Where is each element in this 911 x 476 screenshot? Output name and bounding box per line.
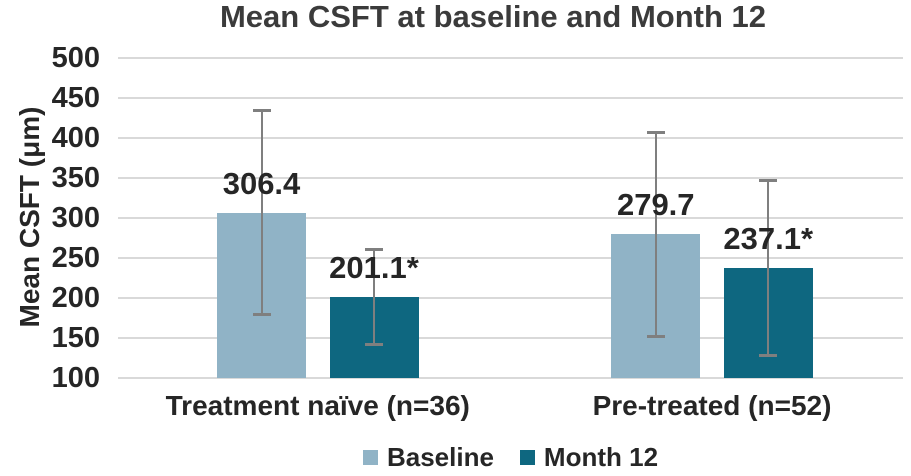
error-bar-cap-top: [252, 109, 271, 113]
category-label: Pre-treated (n=52): [592, 390, 832, 421]
error-bar-line: [767, 180, 770, 357]
error-bar-line: [654, 131, 657, 337]
bar-value-label: 237.1*: [723, 221, 814, 257]
legend-swatch-baseline: [362, 449, 378, 465]
chart-title: Mean CSFT at baseline and Month 12: [219, 0, 767, 34]
legend: Baseline Month 12: [118, 444, 903, 470]
error-bar-cap-bottom: [646, 334, 665, 338]
bar-value-label: 201.1*: [329, 250, 419, 286]
error-bar-cap-top: [365, 248, 383, 252]
y-tick-label: 150: [51, 322, 100, 354]
error-bar-cap-top: [646, 130, 665, 134]
gridline: [118, 57, 903, 59]
error-bar-line: [260, 110, 263, 316]
y-tick-label: 100: [51, 362, 100, 394]
gridline: [118, 177, 903, 179]
y-tick-label: 350: [51, 162, 100, 194]
gridline: [118, 137, 903, 139]
legend-swatch-month-12: [519, 449, 535, 465]
y-tick-label: 500: [51, 42, 100, 74]
category-label: Treatment naïve (n=36): [165, 390, 470, 421]
error-bar-cap-bottom: [252, 313, 271, 317]
gridline: [118, 257, 903, 259]
gridline: [118, 377, 903, 379]
gridline: [118, 297, 903, 299]
error-bar-cap-top: [759, 179, 778, 183]
gridline: [118, 217, 903, 219]
bar-value-label: 306.4: [222, 165, 301, 201]
legend-item-month-12: Month 12: [519, 442, 659, 472]
y-tick-label: 400: [51, 122, 100, 154]
y-tick-label: 250: [51, 242, 100, 274]
bar-value-label: 279.7: [616, 187, 695, 223]
plot-area: 306.4 279.7 201.1* 237.1*: [118, 57, 903, 379]
legend-label: Month 12: [543, 442, 659, 472]
error-bar-line: [373, 249, 375, 346]
gridline: [118, 337, 903, 339]
gridline: [118, 97, 903, 99]
error-bar-cap-bottom: [759, 354, 778, 358]
legend-item-baseline: Baseline: [362, 442, 494, 472]
error-bar-cap-bottom: [365, 343, 383, 347]
y-tick-label: 300: [51, 202, 100, 234]
legend-label: Baseline: [386, 442, 494, 472]
y-tick-label: 200: [51, 282, 100, 314]
y-tick-label: 450: [51, 82, 100, 114]
